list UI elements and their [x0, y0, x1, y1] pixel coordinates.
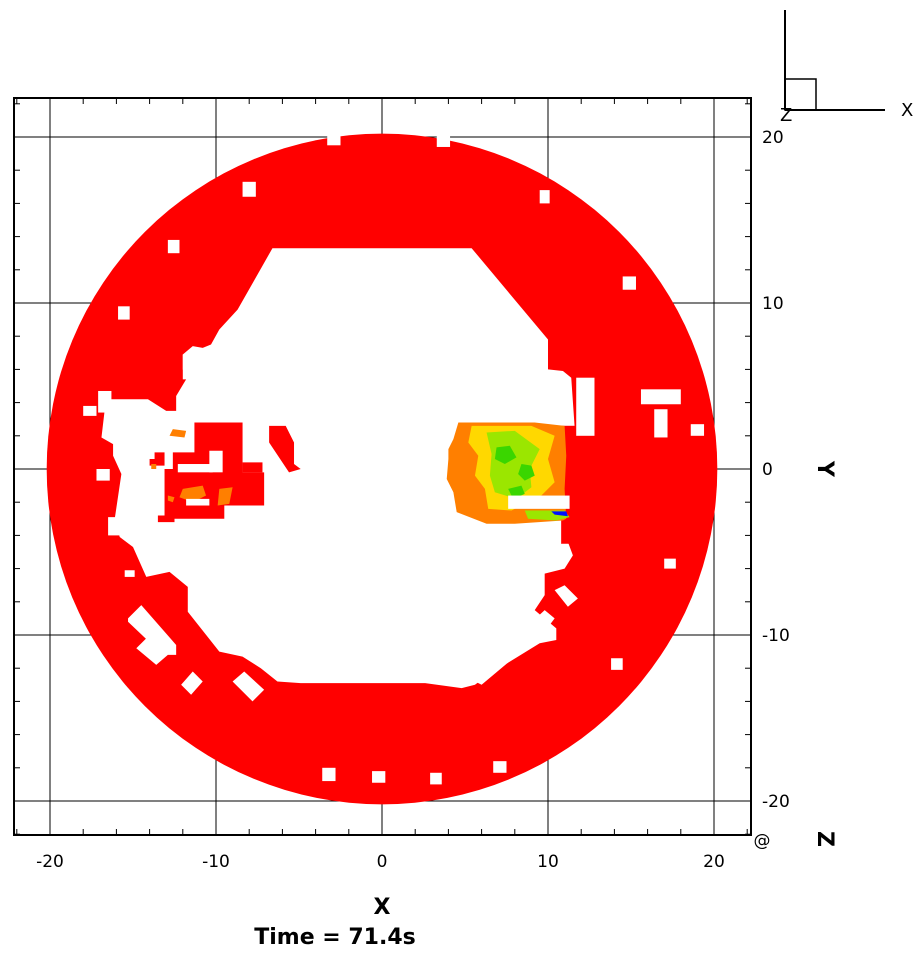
- triad-z-label: Z: [780, 105, 792, 126]
- white-diag-6: [554, 585, 578, 607]
- perimeter-vent: [167, 239, 180, 254]
- perimeter-vent: [493, 761, 507, 773]
- white-block: [654, 409, 668, 438]
- y-tick-label: 0: [762, 460, 773, 480]
- white-diag-3: [181, 671, 203, 695]
- perimeter-vent: [622, 276, 636, 290]
- white-diag-4: [232, 671, 265, 702]
- x-tick-label: -20: [36, 852, 64, 872]
- white-block: [182, 354, 193, 380]
- hot-zone-green-1: [494, 445, 517, 465]
- left-block-d: [157, 515, 175, 523]
- orange-patch-left-2: [179, 485, 207, 503]
- white-diag-1: [128, 605, 177, 655]
- z-axis-title: Z: [812, 831, 837, 847]
- white-block: [508, 495, 570, 509]
- y-tick-label: 10: [762, 294, 784, 314]
- perimeter-vent: [372, 771, 386, 783]
- perimeter-vent: [322, 767, 336, 782]
- x-tick-label: 0: [377, 852, 388, 872]
- x-tick-label: -10: [202, 852, 230, 872]
- x-tick-label: 20: [703, 852, 725, 872]
- minor-ticks: [14, 98, 751, 835]
- perimeter-vent: [327, 133, 341, 146]
- left-block-b: [242, 422, 263, 473]
- y-axis-title: Y: [812, 460, 837, 478]
- x-tick-labels: -20 -10 0 10 20: [36, 852, 725, 872]
- white-diag-2: [136, 635, 168, 665]
- perimeter-vent: [611, 658, 623, 670]
- white-block: [186, 498, 210, 506]
- perimeter-vent: [242, 181, 256, 197]
- time-label: Time = 71.4s: [254, 925, 416, 950]
- white-block: [690, 424, 705, 436]
- white-block: [98, 390, 112, 413]
- x-tick-label: 10: [537, 852, 559, 872]
- perimeter-vent: [436, 133, 451, 147]
- y-tick-labels: -20 -10 0 10 20: [762, 128, 790, 812]
- corner-glyph: @: [754, 831, 771, 851]
- left-block-c: [265, 425, 301, 473]
- hot-zone-green-2: [518, 464, 535, 481]
- perimeter-vent: [430, 772, 442, 785]
- x-axis-title: X: [374, 895, 391, 920]
- white-block: [134, 498, 142, 511]
- orange-patch-left-4: [167, 495, 175, 503]
- white-block: [262, 424, 270, 445]
- perimeter-vent: [539, 190, 550, 204]
- triad-x-label: X: [901, 100, 913, 121]
- orange-patch-left-5: [151, 464, 157, 469]
- inner-hollow: [101, 248, 575, 689]
- orientation-triad: X Z: [780, 10, 913, 126]
- white-block: [108, 517, 120, 536]
- white-diag-5: [468, 610, 555, 685]
- perimeter-vent: [118, 306, 130, 320]
- white-block: [96, 469, 110, 481]
- y-tick-label: -10: [762, 626, 790, 646]
- orange-patch-left-1: [169, 429, 187, 438]
- white-block: [83, 405, 97, 416]
- orange-patch-left-3: [217, 487, 233, 506]
- contour-field: [46, 133, 718, 805]
- y-tick-label: -20: [762, 792, 790, 812]
- white-block: [177, 464, 213, 473]
- y-tick-label: 20: [762, 128, 784, 148]
- white-block: [640, 389, 681, 405]
- perimeter-vent: [664, 558, 676, 569]
- white-block: [124, 570, 135, 577]
- white-block: [576, 377, 595, 436]
- hot-zone-blue: [551, 511, 568, 517]
